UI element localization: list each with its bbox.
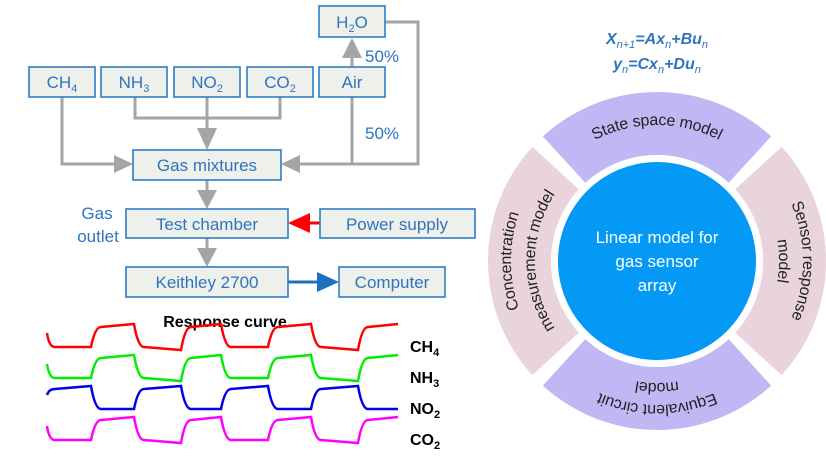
- air-box: Air: [318, 66, 386, 98]
- svg-text:CO2: CO2: [264, 73, 296, 95]
- pct-water: 50%: [365, 47, 399, 66]
- response-curve-co2: [45, 415, 399, 445]
- svg-text:Test chamber: Test chamber: [156, 215, 258, 234]
- svg-text:Gas mixtures: Gas mixtures: [157, 156, 257, 175]
- keithley-box: Keithley 2700: [125, 266, 289, 298]
- segment-top: [542, 92, 772, 183]
- svg-text:CH4: CH4: [47, 73, 78, 95]
- svg-text:Power supply: Power supply: [346, 215, 449, 234]
- curve-labels: CH4 NH3 NO2 CO2: [410, 339, 440, 452]
- curve-label-co2: CO2: [410, 432, 440, 452]
- segment-right-label-2: model: [773, 238, 792, 284]
- center-text-2: gas sensor: [615, 252, 698, 271]
- center-circle: [558, 162, 756, 360]
- svg-text:Computer: Computer: [355, 273, 430, 292]
- svg-text:NH3: NH3: [119, 73, 150, 95]
- computer-box: Computer: [338, 266, 446, 298]
- curve-label-nh3: NH3: [410, 370, 439, 390]
- test-chamber-box: Test chamber: [125, 208, 289, 239]
- response-title: Response curve: [163, 314, 287, 331]
- segment-right: [735, 146, 826, 376]
- segment-bottom: [542, 339, 772, 430]
- svg-text:Keithley 2700: Keithley 2700: [155, 273, 258, 292]
- curve-label-ch4: CH4: [410, 339, 440, 359]
- response-curve-nh3: [45, 353, 399, 383]
- ch4-box: CH4: [28, 66, 96, 98]
- segment-left: [488, 146, 579, 376]
- center-text-3: array: [638, 276, 677, 295]
- svg-text:H2O: H2O: [336, 13, 368, 35]
- svg-text:Air: Air: [342, 73, 363, 92]
- svg-text:NO2: NO2: [191, 73, 223, 95]
- co2-box: CO2: [246, 66, 314, 98]
- nh3-box: NH3: [100, 66, 168, 98]
- pct-dry: 50%: [365, 124, 399, 143]
- no2-box: NO2: [173, 66, 241, 98]
- model-wheel: Linear model for gas sensor array State …: [488, 92, 826, 430]
- gas-outlet-label: Gas: [81, 204, 112, 223]
- curve-label-no2: NO2: [410, 401, 440, 421]
- output-equation: yn=Cxn+Dun: [612, 56, 701, 76]
- center-text-1: Linear model for: [596, 228, 719, 247]
- response-curve-ch4: [45, 322, 399, 352]
- power-supply-box: Power supply: [319, 208, 476, 239]
- gas-outlet-label-2: outlet: [77, 227, 119, 246]
- flow-connectors: [60, 20, 420, 292]
- gas-mixtures-box: Gas mixtures: [132, 149, 282, 181]
- response-curves: [45, 322, 399, 445]
- state-equation: Xn+1=Axn+Bun: [605, 31, 708, 51]
- segment-bottom-label-2: model: [634, 377, 680, 396]
- response-curve-no2: [45, 384, 398, 411]
- h2o-box: H2O: [318, 5, 386, 38]
